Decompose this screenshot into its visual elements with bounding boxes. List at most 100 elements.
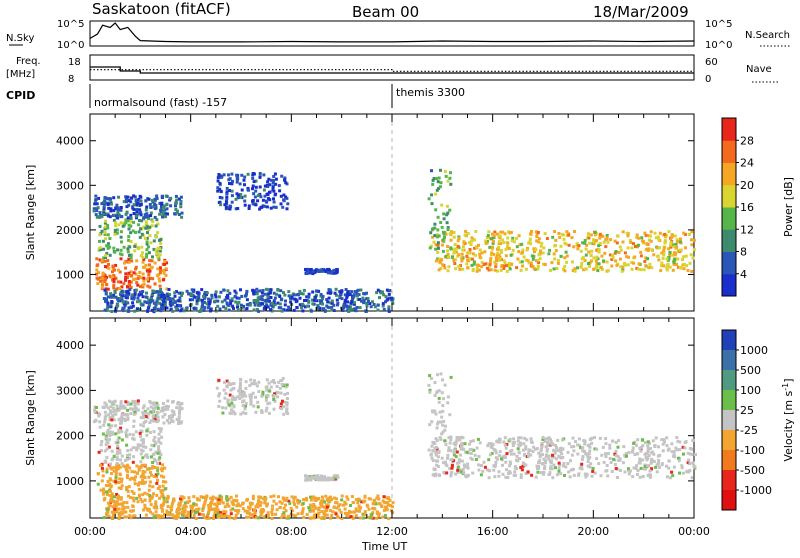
echo-cell [218, 181, 222, 185]
echo-cell [144, 419, 148, 423]
echo-cell [166, 292, 169, 296]
echo-cell [126, 250, 130, 254]
echo-cell [181, 511, 185, 515]
echo-cell [285, 403, 289, 407]
echo-cell [168, 292, 172, 296]
echo-cell [381, 515, 385, 519]
echo-cell [252, 180, 256, 184]
echo-cell [109, 466, 113, 470]
echo-cell [580, 457, 584, 461]
echo-cell [671, 454, 675, 458]
echo-cell [356, 298, 360, 301]
echo-cell [179, 195, 183, 199]
echo-cell [248, 303, 252, 307]
echo-cell [119, 496, 123, 500]
echo-cell [598, 242, 602, 245]
colorbar-swatch [722, 251, 736, 275]
echo-cell [148, 269, 152, 273]
echo-cell [174, 300, 177, 304]
echo-cell [158, 253, 162, 257]
echo-cell [270, 510, 274, 514]
echo-cell [227, 308, 231, 312]
echo-cell [561, 447, 565, 451]
echo-cell [137, 293, 141, 297]
echo-cell [129, 256, 133, 260]
echo-cell [639, 449, 643, 453]
echo-cell [437, 268, 441, 272]
echo-cell [605, 469, 609, 473]
echo-cell [549, 268, 552, 272]
echo-cell [116, 210, 120, 214]
echo-cell [663, 238, 667, 242]
noise-left-tick-bottom: 10^0 [57, 40, 84, 51]
echo-cell [684, 254, 688, 258]
echo-cell [225, 384, 229, 388]
echo-cell [613, 239, 617, 243]
echo-cell [151, 277, 155, 281]
echo-cell [532, 247, 536, 251]
echo-cell [621, 265, 625, 269]
echo-cell [120, 253, 124, 257]
echo-cell [105, 251, 109, 255]
echo-cell [489, 253, 493, 257]
echo-cell [611, 255, 615, 259]
echo-cell [106, 480, 110, 484]
echo-cell [110, 202, 113, 206]
echo-cell [110, 472, 113, 475]
echo-cell [175, 209, 179, 213]
echo-cell [348, 305, 352, 309]
echo-cell [160, 406, 164, 410]
echo-cell [569, 468, 573, 472]
echo-cell [639, 466, 643, 470]
echo-cell [112, 418, 116, 422]
echo-cell [155, 299, 159, 303]
echo-cell [319, 294, 323, 298]
echo-cell [236, 395, 240, 399]
echo-cell [350, 290, 354, 294]
echo-cell [141, 283, 144, 287]
colorbar-tick-label: 8 [740, 246, 747, 259]
echo-cell [186, 512, 190, 516]
echo-cell [147, 273, 151, 277]
nave-series [90, 69, 694, 72]
echo-cell [592, 267, 596, 271]
echo-cell [213, 293, 217, 297]
echo-cell [441, 423, 445, 427]
echo-cell [162, 501, 166, 505]
echo-cell [145, 267, 149, 271]
echo-cell [153, 261, 157, 265]
echo-cell [297, 293, 300, 296]
echo-cell [449, 375, 453, 379]
echo-cell [252, 292, 256, 296]
echo-cell [386, 503, 390, 507]
echo-cell [365, 301, 369, 305]
echo-cell [349, 301, 353, 305]
echo-cell [577, 437, 581, 441]
echo-cell [536, 231, 540, 234]
echo-cell [263, 292, 267, 296]
echo-cell [615, 263, 619, 267]
echo-cell [260, 411, 264, 414]
echo-cell [149, 455, 153, 459]
echo-cell [146, 455, 150, 459]
echo-cell [125, 457, 129, 461]
echo-cell [165, 306, 169, 310]
echo-cell [484, 262, 488, 266]
echo-cell [303, 299, 306, 302]
echo-cell [191, 505, 195, 509]
echo-cell [546, 443, 550, 447]
echo-cell [136, 402, 140, 406]
echo-cell [611, 253, 615, 257]
echo-cell [264, 287, 268, 291]
echo-cell [144, 415, 148, 418]
echo-cell [340, 498, 344, 502]
echo-cell [570, 445, 574, 449]
echo-cell [640, 236, 644, 240]
echo-cell [329, 291, 332, 295]
echo-cell [121, 224, 125, 228]
echo-cell [146, 407, 150, 411]
echo-cell [143, 475, 147, 479]
echo-cell [123, 300, 127, 304]
echo-cell [218, 502, 222, 505]
echo-cell [230, 194, 234, 198]
